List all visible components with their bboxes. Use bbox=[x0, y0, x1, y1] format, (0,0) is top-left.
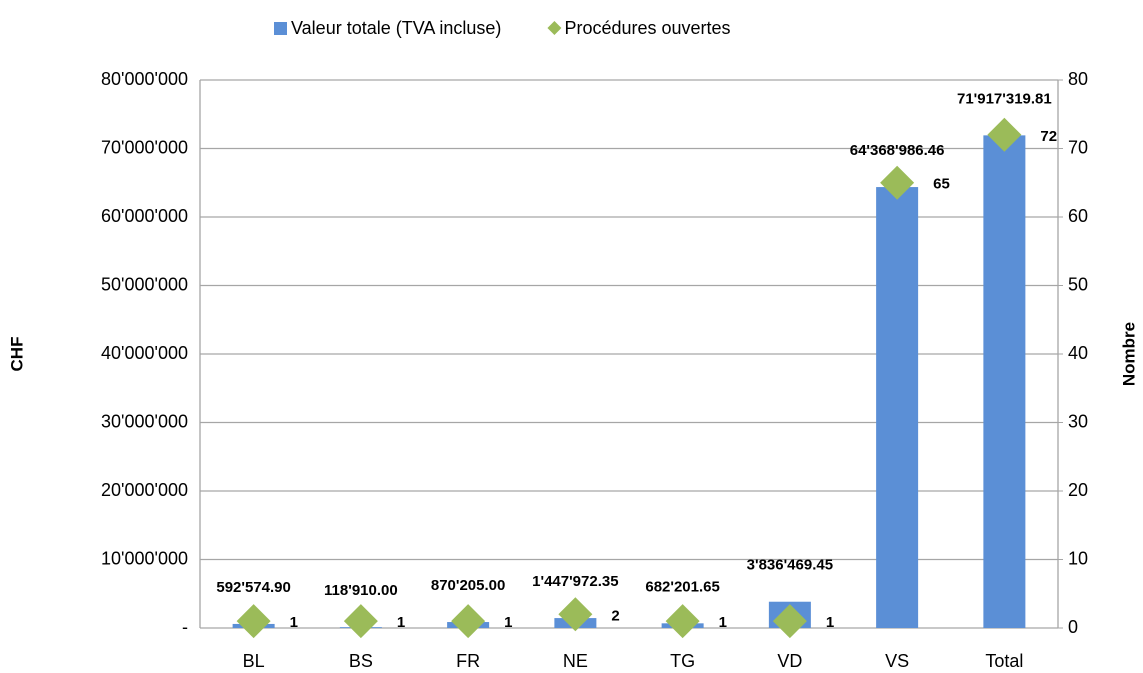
data-label: 682'201.65 bbox=[645, 578, 719, 595]
x-tick-label: Total bbox=[985, 651, 1023, 671]
x-tick-label: FR bbox=[456, 651, 480, 671]
marker bbox=[665, 604, 700, 639]
data-label: 2 bbox=[611, 607, 619, 624]
y-tick-label: 40'000'000 bbox=[101, 343, 188, 363]
data-label: 118'910.00 bbox=[324, 582, 398, 599]
y-tick-label: - bbox=[182, 617, 188, 637]
y2-tick-label: 60 bbox=[1068, 206, 1088, 226]
marker bbox=[451, 604, 486, 639]
y2-tick-label: 50 bbox=[1068, 274, 1088, 294]
y2-tick-label: 70 bbox=[1068, 137, 1088, 157]
data-label: 1'447'972.35 bbox=[532, 573, 618, 590]
y2-axis-title: Nombre bbox=[1119, 322, 1138, 386]
legend-label: Procédures ouvertes bbox=[564, 18, 730, 38]
y-tick-label: 70'000'000 bbox=[101, 137, 188, 157]
y2-tick-label: 40 bbox=[1068, 343, 1088, 363]
x-tick-label: TG bbox=[670, 651, 695, 671]
x-tick-label: BS bbox=[349, 651, 373, 671]
legend-label: Valeur totale (TVA incluse) bbox=[291, 18, 501, 38]
marker bbox=[236, 604, 271, 639]
y-tick-label: 30'000'000 bbox=[101, 411, 188, 431]
data-label: 1 bbox=[719, 614, 727, 631]
marker bbox=[880, 165, 915, 200]
y2-tick-label: 30 bbox=[1068, 411, 1088, 431]
data-label: 72 bbox=[1040, 128, 1057, 145]
y2-tick-label: 10 bbox=[1068, 548, 1088, 568]
bar bbox=[983, 135, 1026, 628]
x-tick-label: VD bbox=[777, 651, 802, 671]
x-tick-label: VS bbox=[885, 651, 909, 671]
marker bbox=[772, 604, 807, 639]
data-label: 1 bbox=[397, 614, 405, 631]
x-tick-label: BL bbox=[243, 651, 265, 671]
y-tick-label: 60'000'000 bbox=[101, 206, 188, 226]
data-label: 1 bbox=[504, 614, 512, 631]
legend-swatch bbox=[274, 22, 287, 35]
data-label: 1 bbox=[290, 614, 298, 631]
y-tick-label: 10'000'000 bbox=[101, 548, 188, 568]
data-label: 592'574.90 bbox=[216, 579, 290, 596]
y-tick-label: 80'000'000 bbox=[101, 69, 188, 89]
bar bbox=[876, 187, 919, 628]
marker bbox=[558, 597, 593, 632]
y-axis-title: CHF bbox=[7, 337, 26, 372]
y2-tick-label: 80 bbox=[1068, 69, 1088, 89]
data-label: 71'917'319.81 bbox=[957, 90, 1052, 107]
y-tick-label: 50'000'000 bbox=[101, 274, 188, 294]
y-tick-label: 20'000'000 bbox=[101, 480, 188, 500]
x-tick-label: NE bbox=[563, 651, 588, 671]
data-label: 870'205.00 bbox=[431, 577, 505, 594]
marker bbox=[343, 604, 378, 639]
y2-tick-label: 0 bbox=[1068, 617, 1078, 637]
data-label: 3'836'469.45 bbox=[747, 557, 833, 574]
data-label: 65 bbox=[933, 176, 950, 193]
data-label: 1 bbox=[826, 614, 834, 631]
y2-tick-label: 20 bbox=[1068, 480, 1088, 500]
legend-swatch bbox=[547, 21, 562, 35]
marker bbox=[987, 117, 1022, 152]
data-label: 64'368'986.46 bbox=[850, 142, 945, 159]
